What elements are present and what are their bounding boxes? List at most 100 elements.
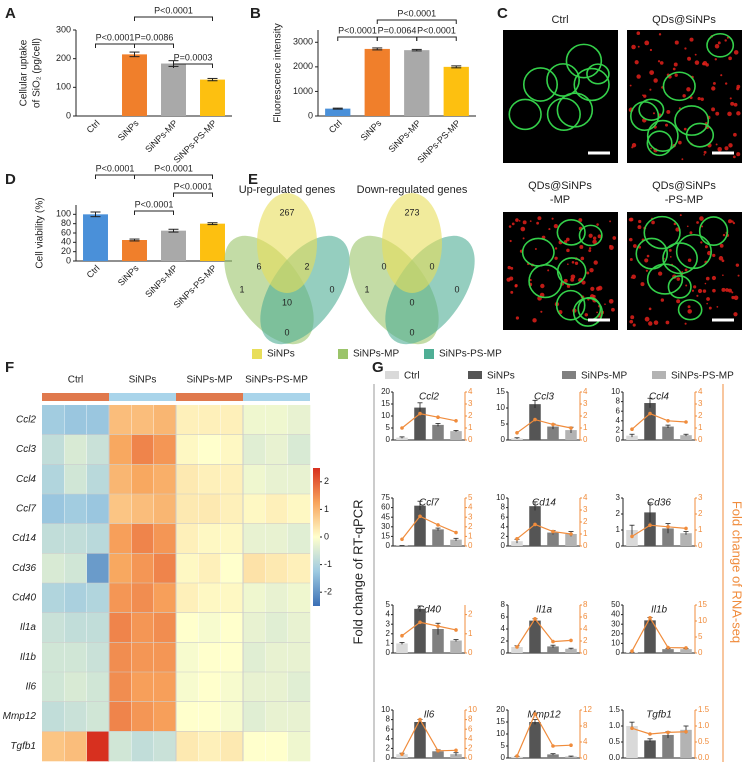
bar: [450, 539, 462, 546]
bar: [432, 751, 444, 758]
subplot-title: Mmp12: [527, 710, 561, 721]
qd-signal: [592, 239, 597, 245]
qd-signal: [684, 268, 688, 272]
qd-signal: [522, 237, 525, 240]
significance-bracket: [416, 36, 457, 41]
rna-seq-point: [551, 639, 555, 644]
heat-cell: [42, 405, 65, 435]
significance-bracket: [134, 174, 213, 179]
colorbar-tick-label: 0: [324, 531, 329, 541]
y2-tick-label: 0: [698, 435, 703, 444]
bar: [396, 437, 408, 440]
qd-signal: [548, 228, 551, 231]
qd-signal: [712, 253, 716, 258]
rna-seq-point: [648, 616, 652, 620]
heat-cell: [287, 731, 311, 762]
rna-seq-line: [516, 523, 572, 540]
heat-cell: [220, 701, 244, 732]
rna-seq-point: [684, 420, 688, 424]
qd-signal: [658, 271, 663, 276]
rna-seq-point: [515, 754, 519, 758]
y-tick-label: 5: [501, 419, 506, 428]
y-tick-label: 4: [386, 610, 391, 619]
venn-count: 0: [381, 261, 386, 271]
heat-cell: [243, 672, 266, 702]
bar: [161, 230, 186, 261]
rna-seq-point: [436, 523, 440, 527]
heat-cell: [287, 523, 311, 554]
cell-membrane: [573, 67, 610, 102]
qd-signal: [596, 311, 598, 314]
significance-label: P<0.0001: [338, 25, 377, 35]
y2-tick-label: 0: [583, 541, 588, 550]
qd-signal: [630, 315, 635, 320]
qd-signal: [678, 140, 682, 145]
y-tick-label: 6: [501, 612, 506, 621]
y-tick-label: 75: [381, 493, 390, 502]
venn-set: [260, 235, 350, 345]
qd-signal: [592, 294, 596, 299]
bar: [200, 223, 225, 261]
heat-cell: [64, 701, 87, 732]
bar: [662, 649, 674, 653]
y2-tick-label: 4: [468, 734, 473, 743]
rna-seq-line: [401, 412, 457, 429]
qd-signal: [732, 222, 736, 225]
rna-seq-line: [516, 617, 572, 648]
y-tick-label: 200: [56, 53, 71, 63]
heat-cell: [220, 464, 244, 495]
x-tick-label: SiNPs-MP: [143, 118, 179, 154]
subplot-title: Il1a: [536, 605, 553, 616]
y2-tick-label: 0.5: [698, 737, 710, 746]
bar: [414, 505, 426, 546]
y2-tick-label: 4: [468, 503, 473, 512]
qd-signal: [686, 225, 689, 228]
heat-cell: [109, 612, 132, 643]
group-label: SiNPs: [129, 375, 157, 386]
rna-seq-point: [666, 645, 670, 650]
heat-cell: [131, 464, 154, 495]
qd-signal: [566, 248, 570, 253]
legend-swatch: [338, 349, 348, 359]
heat-cell: [265, 494, 288, 524]
qd-signal: [700, 225, 704, 228]
subplot-title: Ccl7: [419, 498, 439, 509]
legend-swatch: [562, 371, 576, 379]
y-tick-label: 0: [386, 541, 391, 550]
heat-cell: [109, 464, 132, 495]
heat-cell: [265, 672, 288, 702]
qd-signal: [592, 236, 597, 240]
qd-signal: [658, 33, 662, 36]
qd-signal: [736, 87, 740, 91]
qd-signal: [551, 217, 554, 220]
legend-swatch: [385, 371, 399, 379]
y2-tick-label: 0.0: [698, 753, 710, 762]
qd-signal: [724, 39, 727, 42]
qd-signal: [649, 88, 652, 91]
heat-cell: [176, 464, 199, 495]
qd-signal: [694, 53, 697, 56]
cell-membrane: [565, 43, 603, 79]
cell-membrane: [555, 289, 586, 321]
heat-cell: [220, 405, 244, 435]
heat-cell: [131, 701, 154, 732]
y2-tick-label: 6: [583, 612, 588, 621]
heat-cell: [198, 672, 221, 702]
significance-bracket: [376, 19, 457, 24]
qd-signal: [700, 241, 703, 244]
legend-label: SiNPs-MP: [353, 349, 399, 360]
qd-signal: [715, 111, 720, 116]
y-tick-label: 2: [501, 532, 506, 541]
qd-signal: [515, 218, 519, 222]
colorbar-tick-label: 2: [324, 476, 329, 486]
qd-signal: [725, 288, 729, 292]
y2-tick-label: 2: [468, 610, 473, 619]
rna-seq-point: [666, 525, 670, 529]
rna-seq-point: [648, 411, 652, 416]
heat-cell: [287, 494, 311, 524]
qd-signal: [676, 299, 681, 304]
bar: [644, 512, 656, 546]
y-tick-label: 10: [611, 639, 620, 648]
bar: [565, 648, 577, 653]
y2-tick-label: 2: [583, 636, 588, 645]
